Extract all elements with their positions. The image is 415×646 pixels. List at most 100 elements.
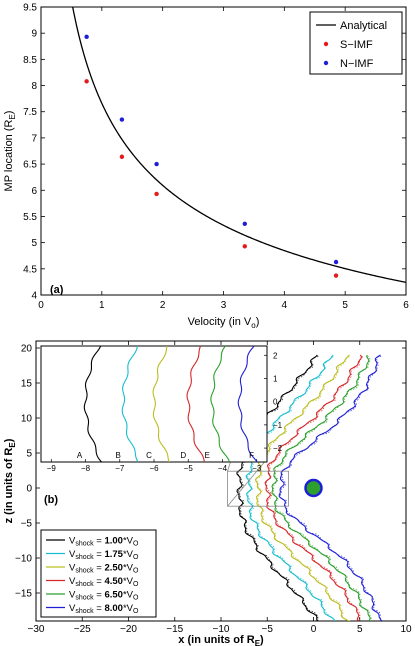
earth-marker xyxy=(304,478,323,498)
inset-x-tick-label: −5 xyxy=(184,464,194,473)
legend-label-part: 1.75 xyxy=(104,549,123,560)
x-tick-label: 0 xyxy=(311,624,317,635)
x-tick-label: 5 xyxy=(357,624,363,635)
inset-y-tick-label: 2 xyxy=(273,351,278,360)
legend-label-part: = xyxy=(94,603,105,614)
inset-letter-B: B xyxy=(116,451,121,460)
x-tick-label: −15 xyxy=(166,624,183,635)
y-tick-label: 5.5 xyxy=(23,212,37,223)
legend-label-part: V xyxy=(69,576,76,587)
legend-label-part: shock xyxy=(75,554,94,561)
panel-b-legend-box xyxy=(40,529,157,618)
n-imf-point xyxy=(84,34,89,40)
x-tick-label: −30 xyxy=(28,624,45,635)
inset-y-tick-label: −2 xyxy=(273,444,283,453)
inset-ticks: −9 −8 −7 −6 −5 −4 −3 −2 −1 0 1 2 xyxy=(47,351,283,473)
panel-b-series xyxy=(236,354,383,621)
legend-label-part: *V xyxy=(123,549,134,560)
n-imf-point xyxy=(154,161,159,167)
inset-plot-area xyxy=(40,345,268,463)
legend-label-part: shock xyxy=(75,568,94,575)
legend-label-part: 8.00 xyxy=(104,603,123,614)
legend-label-2.50: Vshock = 2.50*VO xyxy=(69,563,139,575)
legend-label-part: 4.50 xyxy=(104,576,123,587)
boundary-dotted-8.00 xyxy=(280,355,383,621)
legend-n-imf-marker xyxy=(323,60,329,66)
boundary-line-1.75 xyxy=(245,354,335,621)
y-tick-label: 8.5 xyxy=(23,55,37,66)
y-tick-label: 9 xyxy=(31,29,37,40)
legend-label-part: 2.50 xyxy=(104,563,123,574)
inset-boundary-1.00 xyxy=(83,345,102,463)
s-imf-point xyxy=(154,191,159,197)
legend-s-imf-marker xyxy=(323,41,329,47)
earth-icon xyxy=(304,478,323,498)
y-tick-label: 5 xyxy=(31,238,37,249)
x-tick-label: 5 xyxy=(342,300,348,311)
s-imf-point xyxy=(242,244,247,249)
y-tick-label: 4 xyxy=(31,291,37,302)
legend-label-part: O xyxy=(133,595,139,602)
legend-label-part: shock xyxy=(75,608,94,615)
legend-label-part: *V xyxy=(123,563,134,574)
inset-series: A B C D E F xyxy=(77,345,258,463)
y-tick-label: 5 xyxy=(26,449,32,460)
inset-y-tick-label: 0 xyxy=(273,398,278,407)
n-imf-point xyxy=(242,221,247,226)
legend-label-part: *V xyxy=(123,536,134,547)
legend-label-part: = xyxy=(94,536,105,547)
x-tick-label: −20 xyxy=(120,624,137,635)
y-tick-label: 0 xyxy=(26,484,32,495)
legend-label-part: *V xyxy=(123,603,134,614)
inset-y-tick-label: 1 xyxy=(273,374,278,383)
legend-label-part: shock xyxy=(75,541,94,548)
y-tick-label: 8 xyxy=(31,81,37,92)
x-tick-label: −10 xyxy=(213,624,230,635)
s-imf-point xyxy=(119,154,125,159)
x-tick-label: 10 xyxy=(400,624,412,635)
legend-label-part: O xyxy=(133,554,139,561)
y-tick-label: 6.5 xyxy=(23,160,37,171)
legend-label-part: 6.50 xyxy=(104,590,123,601)
boundary-dotted-1.75 xyxy=(247,355,336,621)
legend-label-part: = xyxy=(94,576,105,587)
inset-boundary-6.50 xyxy=(210,345,231,463)
panel-b-x-axis-label: x (in units of RE) xyxy=(178,634,264,646)
legend-label-part: = xyxy=(94,590,105,601)
y-tick-label: 20 xyxy=(21,344,33,355)
inset-x-tick-label: −6 xyxy=(149,464,159,473)
inset-zoom-region xyxy=(227,470,289,507)
legend-label-part: V xyxy=(69,563,76,574)
panel-b-label: (b) xyxy=(44,494,58,506)
inset-letter-F: F xyxy=(249,451,254,460)
legend-label-part: shock xyxy=(75,595,94,602)
boundary-dotted-4.50 xyxy=(265,355,364,621)
legend-label-1.00: Vshock = 1.00*VO xyxy=(69,536,139,548)
legend-label-part: O xyxy=(133,581,139,588)
legend-label-part: = xyxy=(94,563,105,574)
x-tick-label: 0 xyxy=(38,300,44,311)
legend-label-part: O xyxy=(133,608,139,615)
n-imf-point xyxy=(119,117,125,122)
inset-plot: −9 −8 −7 −6 −5 −4 −3 −2 −1 0 1 2 A B C D E F xyxy=(40,345,283,473)
boundary-line-8.00 xyxy=(278,354,383,621)
y-tick-label: −10 xyxy=(15,554,32,565)
y-tick-label: 6 xyxy=(31,186,37,197)
inset-boundary-4.50 xyxy=(186,345,205,463)
inset-boundary-8.00 xyxy=(237,345,258,463)
inset-x-tick-label: −4 xyxy=(218,464,228,473)
s-imf-point xyxy=(84,79,89,84)
y-tick-label: 4.5 xyxy=(23,264,37,275)
inset-letter-C: C xyxy=(146,451,152,460)
legend-label-part: V xyxy=(69,603,76,614)
x-tick-label: 1 xyxy=(99,300,105,311)
panel-a-y-axis-label: MP location (RE) xyxy=(3,111,17,192)
x-tick-label: 3 xyxy=(221,300,227,311)
boundary-line-4.50 xyxy=(264,354,363,621)
y-tick-label: 7.5 xyxy=(23,107,37,118)
x-tick-label: −25 xyxy=(74,624,91,635)
inset-letter-A: A xyxy=(77,451,83,460)
